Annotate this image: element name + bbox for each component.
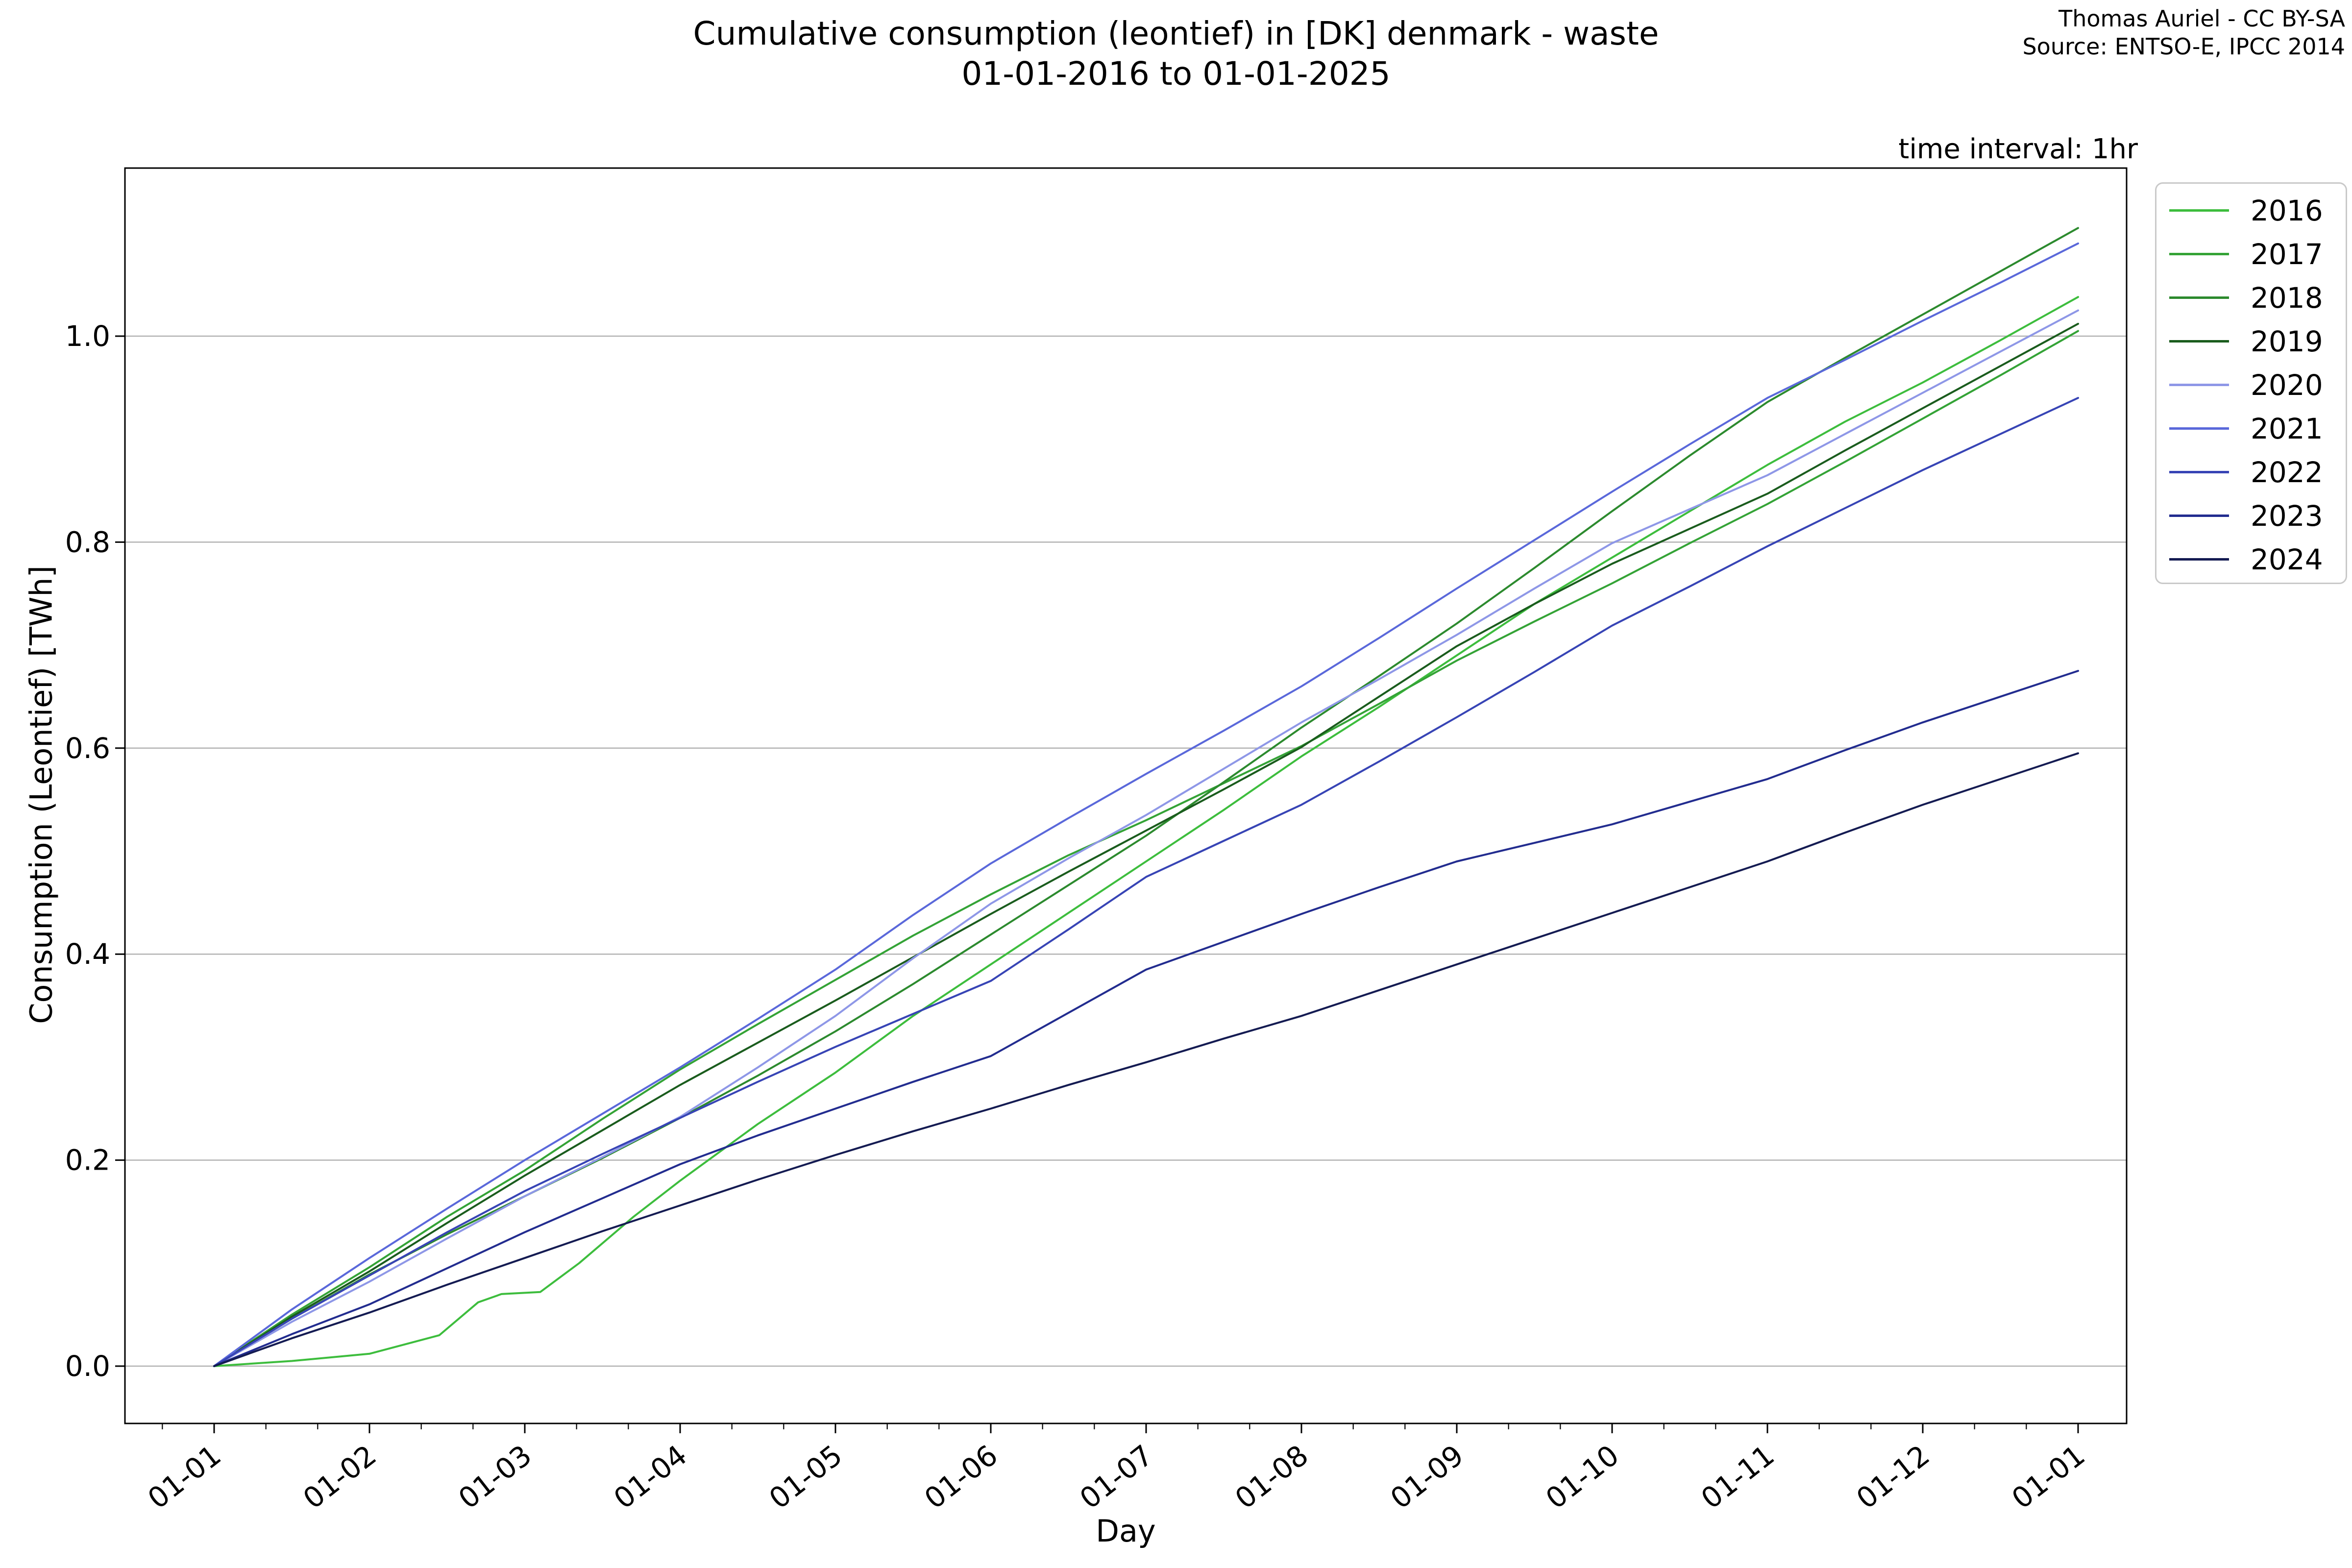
chart-title: Cumulative consumption (leontief) in [DK… (0, 14, 2352, 94)
legend-label-2016: 2016 (2251, 194, 2323, 227)
y-tick-label: 0.8 (65, 525, 110, 559)
legend-item-2019: 2019 (2156, 319, 2346, 363)
legend-swatch-2019 (2169, 340, 2229, 343)
legend-item-2016: 2016 (2156, 189, 2346, 232)
series-line-2024 (213, 752, 2079, 1367)
legend-item-2018: 2018 (2156, 276, 2346, 319)
x-tick-label: 01-10 (1540, 1438, 1625, 1515)
legend-swatch-2022 (2169, 471, 2229, 473)
x-tick-label: 01-01 (142, 1438, 227, 1515)
x-tick-label: 01-09 (1384, 1438, 1470, 1515)
series-line-2023 (213, 670, 2079, 1367)
y-tick-label: 0.0 (65, 1349, 110, 1383)
legend-label-2017: 2017 (2251, 237, 2323, 271)
y-tick-label: 0.4 (65, 937, 110, 971)
legend-label-2023: 2023 (2251, 499, 2323, 533)
series-line-2019 (213, 322, 2079, 1367)
legend-swatch-2024 (2169, 558, 2229, 561)
x-tick-label: 01-07 (1074, 1438, 1159, 1515)
legend-label-2020: 2020 (2251, 368, 2323, 402)
x-tick-label: 01-03 (452, 1438, 538, 1515)
legend-label-2019: 2019 (2251, 324, 2323, 358)
series-line-2016 (213, 296, 2079, 1367)
x-tick-label: 01-02 (297, 1438, 383, 1515)
legend-swatch-2020 (2169, 384, 2229, 386)
x-tick-label: 01-11 (1695, 1438, 1781, 1515)
time-interval-note: time interval: 1hr (1898, 133, 2138, 165)
x-tick-label: 01-05 (763, 1438, 849, 1515)
series-line-2021 (213, 242, 2079, 1367)
x-tick-label: 01-08 (1229, 1438, 1315, 1515)
series-line-2020 (213, 309, 2079, 1367)
x-tick-label: 01-06 (918, 1438, 1004, 1515)
legend-item-2023: 2023 (2156, 494, 2346, 538)
legend-swatch-2018 (2169, 296, 2229, 299)
x-tick-label: 01-01 (2006, 1438, 2091, 1515)
legend-item-2022: 2022 (2156, 450, 2346, 494)
legend-item-2021: 2021 (2156, 407, 2346, 450)
chart-title-line2: 01-01-2016 to 01-01-2025 (961, 55, 1391, 93)
legend-item-2024: 2024 (2156, 538, 2346, 581)
y-tick-label: 1.0 (65, 319, 110, 353)
legend-item-2020: 2020 (2156, 363, 2346, 407)
y-tick-label: 0.6 (65, 732, 110, 765)
legend-label-2018: 2018 (2251, 281, 2323, 315)
attribution: Thomas Auriel - CC BY-SA Source: ENTSO-E… (2022, 5, 2345, 61)
legend-swatch-2023 (2169, 514, 2229, 517)
series-line-2017 (213, 330, 2079, 1367)
x-tick-label: 01-12 (1850, 1438, 1936, 1515)
legend-swatch-2016 (2169, 209, 2229, 212)
x-tick-label: 01-04 (608, 1438, 693, 1515)
y-axis-label: Consumption (Leontief) [TWh] (23, 565, 59, 1024)
attribution-author: Thomas Auriel - CC BY-SA (2058, 5, 2345, 32)
legend-label-2021: 2021 (2251, 412, 2323, 445)
x-axis-label: Day (1096, 1513, 1156, 1549)
attribution-source: Source: ENTSO-E, IPCC 2014 (2022, 33, 2345, 60)
legend-item-2017: 2017 (2156, 232, 2346, 276)
legend: 2016 2017 2018 2019 2020 2021 2022 2023 2024 (2155, 182, 2347, 584)
legend-label-2022: 2022 (2251, 455, 2323, 489)
legend-swatch-2017 (2169, 253, 2229, 255)
legend-swatch-2021 (2169, 427, 2229, 430)
y-tick-label: 0.2 (65, 1144, 110, 1177)
chart-title-line1: Cumulative consumption (leontief) in [DK… (693, 15, 1659, 52)
axes-frame (124, 167, 2128, 1424)
series-line-2022 (213, 397, 2079, 1367)
legend-label-2024: 2024 (2251, 542, 2323, 576)
